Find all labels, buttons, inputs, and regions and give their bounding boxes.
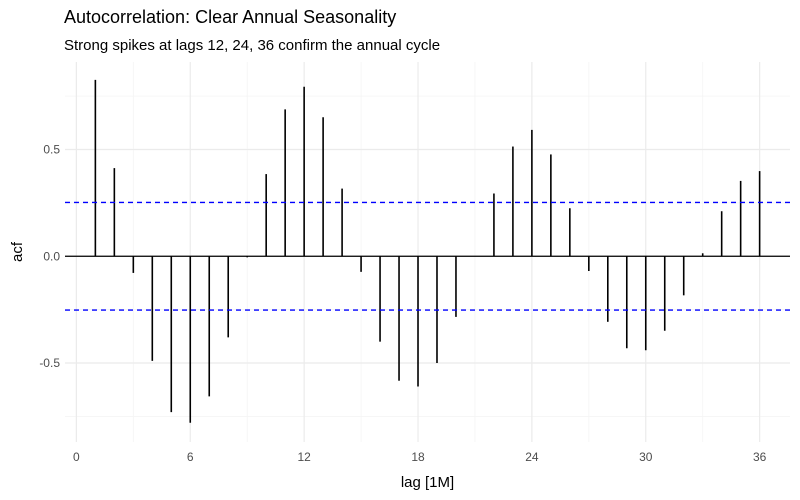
x-tick-label: 36 — [753, 450, 767, 464]
x-axis-label: lag [1M] — [401, 474, 454, 491]
y-tick-label: -0.5 — [39, 356, 60, 370]
chart-subtitle: Strong spikes at lags 12, 24, 36 confirm… — [64, 37, 441, 54]
x-tick-label: 6 — [187, 450, 194, 464]
x-tick-label: 30 — [639, 450, 653, 464]
y-tick-label: 0.0 — [43, 249, 60, 263]
x-tick-label: 18 — [411, 450, 425, 464]
y-axis-label: acf — [9, 241, 26, 262]
x-tick-label: 24 — [525, 450, 539, 464]
x-tick-label: 0 — [73, 450, 80, 464]
x-tick-label: 12 — [297, 450, 311, 464]
y-tick-label: 0.5 — [43, 143, 60, 157]
chart-title: Autocorrelation: Clear Annual Seasonalit… — [64, 7, 397, 27]
